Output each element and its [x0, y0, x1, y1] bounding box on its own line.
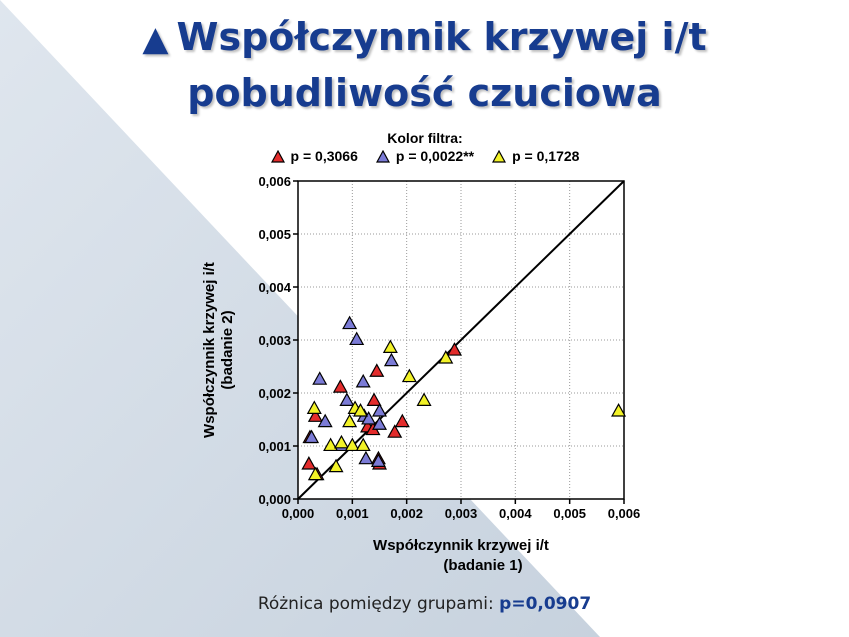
footnote-p-value: p=0,0907 — [499, 594, 592, 614]
data-point-blue — [371, 403, 388, 417]
y-tick-label: 0,000 — [258, 492, 291, 507]
title-line-1: Współczynnik krzywej i/t — [176, 15, 707, 59]
x-tick-label: 0,000 — [282, 506, 315, 521]
data-point-yellow — [401, 368, 417, 383]
x-tick-label: 0,005 — [553, 506, 586, 521]
legend-item-yellow: p = 0,1728 — [492, 148, 579, 164]
data-point-red — [369, 363, 385, 377]
data-point-red — [366, 392, 382, 406]
legend-entries: p = 0,3066 p = 0,0022** p = 0,1728 — [230, 148, 620, 164]
legend-label: p = 0,0022** — [395, 148, 475, 164]
slide-title: ▲ Współczynnik krzywej i/t — [0, 14, 849, 62]
x-tick-label: 0,004 — [499, 506, 532, 521]
data-point-yellow — [333, 434, 349, 449]
footnote-label: Różnica pomiędzy grupami: — [257, 594, 494, 614]
data-point-blue — [349, 331, 365, 346]
title-line-2: pobudliwość czuciowa — [187, 71, 662, 115]
y-tick-label: 0,005 — [258, 227, 291, 242]
group-difference-note: Różnica pomiędzy grupami: p=0,0907 — [0, 594, 849, 614]
y-tick-label: 0,006 — [258, 174, 291, 189]
data-point-blue — [312, 371, 328, 385]
data-point-yellow — [328, 458, 344, 473]
data-point-red — [446, 342, 462, 356]
data-point-blue — [361, 411, 377, 425]
y-axis-label-2: (badanie 2) — [219, 310, 236, 389]
data-point-yellow — [438, 350, 454, 364]
y-tick-label: 0,004 — [258, 280, 291, 295]
triangle-bullet-icon: ▲ — [142, 19, 169, 59]
data-point-blue — [355, 373, 371, 388]
data-point-red — [301, 456, 317, 470]
data-point-blue — [304, 429, 320, 444]
data-point-blue — [317, 413, 333, 428]
data-point-yellow — [306, 400, 322, 414]
x-tick-label: 0,002 — [390, 506, 423, 521]
x-tick-label: 0,003 — [445, 506, 478, 521]
triangle-marker-icon — [492, 149, 507, 163]
data-point-red — [332, 379, 348, 393]
data-point-red — [387, 424, 403, 438]
triangle-marker-icon — [375, 149, 390, 163]
data-point-yellow — [382, 339, 398, 353]
data-point-blue — [383, 352, 399, 367]
legend-item-red: p = 0,3066 — [270, 148, 358, 164]
triangle-marker-icon — [270, 149, 285, 163]
data-point-blue — [370, 453, 386, 467]
legend-item-blue: p = 0,0022** — [375, 148, 475, 164]
data-point-yellow — [352, 403, 369, 417]
y-axis-label: Współczynnik krzywej i/t — [201, 262, 218, 438]
y-tick-label: 0,002 — [258, 386, 291, 401]
legend-label: p = 0,3066 — [290, 148, 358, 164]
data-point-blue — [358, 450, 374, 465]
data-point-blue — [371, 416, 388, 430]
data-point-red — [307, 408, 323, 422]
data-point-yellow — [355, 437, 371, 452]
data-point-red — [394, 413, 410, 428]
legend-label: p = 0,1728 — [512, 148, 580, 164]
y-tick-label: 0,001 — [258, 439, 291, 454]
x-axis-label: Współczynnik krzywej i/t — [373, 537, 549, 554]
x-tick-label: 0,001 — [336, 506, 369, 521]
x-tick-label: 0,006 — [608, 506, 641, 521]
chart-legend: Kolor filtra: p = 0,3066 p = 0,0022** p = … — [230, 130, 620, 164]
data-point-blue — [339, 392, 355, 406]
data-point-yellow — [344, 437, 360, 452]
data-point-yellow — [342, 413, 358, 428]
data-point-yellow — [323, 437, 339, 452]
data-point-yellow — [611, 403, 627, 417]
data-point-blue — [342, 315, 358, 330]
data-point-yellow — [416, 392, 432, 406]
y-tick-label: 0,003 — [258, 333, 291, 348]
x-axis-label-2: (badanie 1) — [443, 557, 522, 574]
slide-title-line-2: pobudliwość czuciowa — [0, 70, 849, 116]
legend-title: Kolor filtra: — [387, 130, 463, 146]
data-point-yellow — [307, 466, 323, 481]
